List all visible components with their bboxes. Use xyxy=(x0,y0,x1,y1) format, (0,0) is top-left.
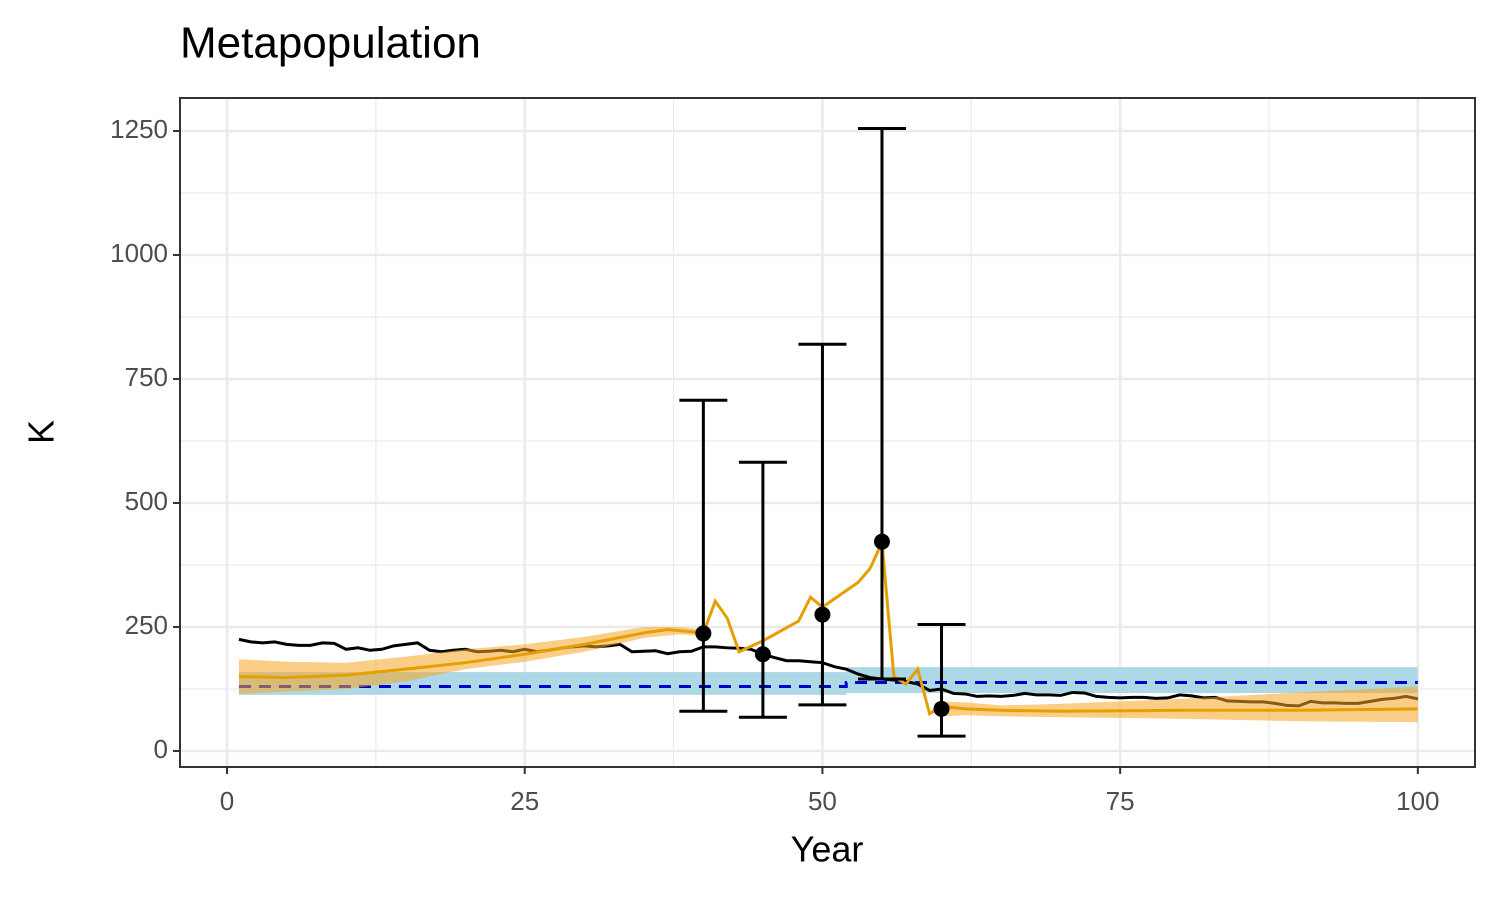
ribbon xyxy=(238,667,1418,695)
point xyxy=(754,646,771,663)
point xyxy=(695,625,712,642)
x-axis-title: Year xyxy=(791,829,864,870)
error-bar xyxy=(738,460,787,719)
point xyxy=(873,533,890,550)
x-tick-label: 75 xyxy=(1106,786,1135,816)
x-tick-label: 100 xyxy=(1396,786,1439,816)
y-tick-label: 500 xyxy=(125,486,168,516)
x-tick-label: 0 xyxy=(220,786,234,816)
panel-border xyxy=(179,97,1476,768)
point xyxy=(814,606,831,623)
error-bar xyxy=(857,127,906,681)
y-tick-label: 250 xyxy=(125,610,168,640)
y-tick-label: 1250 xyxy=(110,114,168,144)
y-axis-title: K xyxy=(21,420,62,444)
line xyxy=(238,536,1418,717)
chart-title: Metapopulation xyxy=(180,19,481,68)
x-tick-label: 50 xyxy=(808,786,837,816)
error-bar xyxy=(917,623,966,738)
point xyxy=(933,700,950,717)
y-tick-label: 1000 xyxy=(110,238,168,268)
x-tick-label: 25 xyxy=(510,786,539,816)
error-bar xyxy=(798,342,847,707)
y-tick-label: 0 xyxy=(154,734,168,764)
dashed-line xyxy=(238,681,1418,688)
error-bar xyxy=(679,398,728,713)
ribbon xyxy=(941,686,1418,723)
y-tick-label: 750 xyxy=(125,362,168,392)
